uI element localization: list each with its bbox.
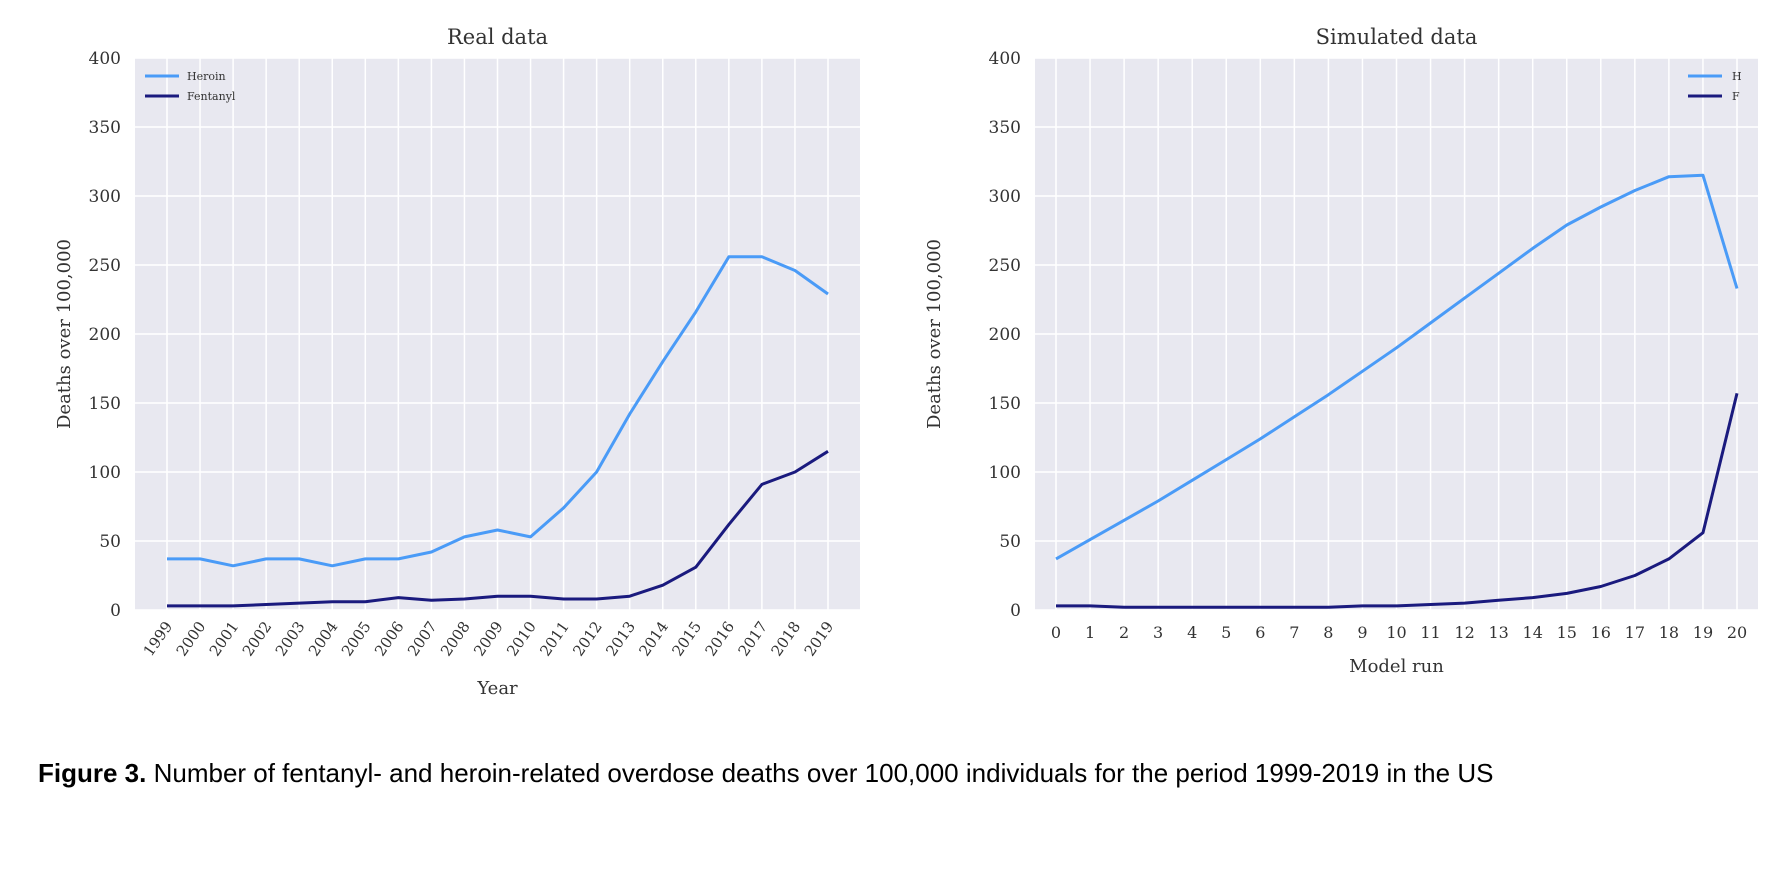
series-line-h (1055, 173, 1739, 561)
y-tick-label: 300 (89, 187, 121, 207)
y-tick-label: 0 (110, 601, 121, 621)
y-tick-label: 50 (99, 532, 121, 552)
x-tick-label: 2004 (305, 618, 342, 660)
x-axis-label: Year (476, 678, 518, 699)
y-tick-label: 250 (89, 256, 121, 276)
x-axis-label: Model run (1349, 656, 1444, 677)
x-tick-label: 1999 (140, 618, 177, 660)
x-tick-label: 17 (1625, 623, 1645, 642)
x-tick-label: 2003 (272, 618, 309, 660)
x-tick-label: 6 (1255, 623, 1265, 642)
x-tick-label: 11 (1420, 623, 1440, 642)
x-tick-label: 2012 (569, 618, 606, 660)
legend-label: Heroin (187, 70, 226, 83)
x-tick-label: 9 (1357, 623, 1367, 642)
x-tick-label: 2002 (239, 618, 276, 660)
y-tick-label: 350 (89, 118, 121, 138)
x-tick-label: 2008 (437, 618, 474, 660)
x-tick-label: 5 (1221, 623, 1231, 642)
x-tick-label: 2 (1119, 623, 1129, 642)
chart-title: Real data (447, 25, 548, 49)
x-tick-label: 2006 (371, 618, 408, 660)
y-axis-label: Deaths over 100,000 (924, 239, 945, 429)
figure-caption: Figure 3. Number of fentanyl- and heroin… (38, 752, 1758, 794)
x-tick-label: 2018 (768, 618, 805, 660)
y-tick-label: 50 (999, 532, 1021, 552)
x-tick-label: 3 (1153, 623, 1163, 642)
x-tick-label: 2000 (173, 618, 210, 660)
x-tick-label: 2009 (470, 618, 507, 660)
y-tick-label: 200 (989, 325, 1021, 345)
x-tick-label: 14 (1523, 623, 1543, 642)
y-tick-label: 400 (89, 49, 121, 69)
legend-label: Fentanyl (187, 90, 236, 103)
chart-svg: 0 50 100 150 200 250 300 350 400 1999200020012002… (54, 25, 860, 699)
x-tick-label: 2014 (635, 618, 672, 660)
y-tick-label: 350 (989, 118, 1021, 138)
x-tick-label: 8 (1323, 623, 1333, 642)
x-tick-label: 13 (1488, 623, 1508, 642)
chart-real-data: 0 50 100 150 200 250 300 350 400 1999 2000 2001 2002… (0, 0, 880, 720)
y-tick-label: 150 (989, 394, 1021, 414)
x-tick-label: 2010 (503, 618, 540, 660)
x-tick-label: 7 (1289, 623, 1299, 642)
x-tick-label: 2013 (602, 618, 639, 660)
y-tick-label: 250 (989, 256, 1021, 276)
legend: Heroin Fentanyl (145, 70, 236, 103)
x-tick-label: 10 (1386, 623, 1406, 642)
series-line-f (1056, 392, 1739, 609)
y-tick-label: 100 (89, 463, 121, 483)
y-tick-label: 300 (989, 187, 1021, 207)
x-tick-label: 18 (1659, 623, 1679, 642)
x-tick-label: 15 (1557, 623, 1577, 642)
series-line-heroin (167, 255, 829, 568)
chart-title: Simulated data (1316, 25, 1478, 49)
x-tick-label: 2005 (338, 618, 375, 660)
legend: HF (1688, 70, 1742, 103)
x-tick-label: 2007 (404, 618, 441, 660)
chart-simulated-data: 0 50 100 150 200 250 300 350 400 0 1 2 3 4 5 6 7 8 9 10 11 12… (880, 0, 1778, 720)
y-axis-label: Deaths over 100,000 (54, 239, 75, 429)
series-line-fentanyl (167, 450, 829, 608)
caption-text: Number of fentanyl- and heroin-related o… (146, 758, 1494, 788)
x-tick-label: 2011 (536, 618, 573, 660)
x-tick-label: 19 (1693, 623, 1713, 642)
y-tick-label: 0 (1010, 601, 1021, 621)
x-tick-label: 1 (1085, 623, 1095, 642)
x-tick-label: 20 (1727, 623, 1747, 642)
x-tick-label: 12 (1454, 623, 1474, 642)
x-tick-label: 2019 (801, 618, 838, 660)
x-tick-label: 2017 (735, 618, 772, 660)
legend-label: F (1732, 90, 1740, 103)
x-tick-label: 16 (1591, 623, 1611, 642)
x-tick-label: 2016 (701, 618, 738, 660)
x-tick-label: 4 (1187, 623, 1197, 642)
x-tick-label: 2001 (206, 618, 243, 660)
x-tick-label: 0 (1051, 623, 1061, 642)
caption-label: Figure 3. (38, 758, 147, 788)
y-tick-label: 100 (989, 463, 1021, 483)
y-tick-label: 400 (989, 49, 1021, 69)
legend-label: H (1732, 70, 1742, 83)
y-tick-label: 150 (89, 394, 121, 414)
x-tick-label: 2015 (668, 618, 705, 660)
y-tick-label: 200 (89, 325, 121, 345)
